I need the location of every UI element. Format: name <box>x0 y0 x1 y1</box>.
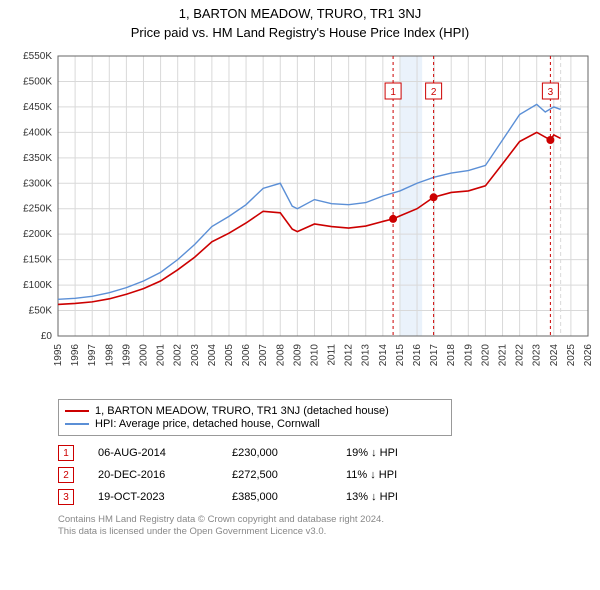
footer-line: Contains HM Land Registry data © Crown c… <box>58 514 600 526</box>
sale-date: 06-AUG-2014 <box>98 447 208 459</box>
x-tick-label: 2004 <box>207 344 218 367</box>
y-tick-label: £0 <box>41 331 53 342</box>
x-tick-label: 2019 <box>463 344 474 367</box>
x-tick-label: 2010 <box>309 344 320 367</box>
sale-price: £272,500 <box>232 469 322 481</box>
y-tick-label: £300K <box>23 178 52 189</box>
sale-date: 20-DEC-2016 <box>98 469 208 481</box>
sale-dot <box>430 193 438 201</box>
x-tick-label: 2000 <box>138 344 149 367</box>
y-tick-label: £250K <box>23 204 52 215</box>
x-tick-label: 1995 <box>53 344 64 367</box>
chart-subtitle: Price paid vs. HM Land Registry's House … <box>0 25 600 40</box>
sale-marker-label: 2 <box>431 87 437 98</box>
sale-number-box: 1 <box>58 445 74 461</box>
x-tick-label: 2001 <box>156 344 167 367</box>
x-tick-label: 2016 <box>412 344 423 367</box>
y-tick-label: £350K <box>23 153 52 164</box>
sale-price: £385,000 <box>232 491 322 503</box>
x-tick-label: 2006 <box>241 344 252 367</box>
x-tick-label: 2009 <box>292 344 303 367</box>
x-tick-label: 2015 <box>395 344 406 367</box>
x-tick-label: 2008 <box>275 344 286 367</box>
legend-label: HPI: Average price, detached house, Corn… <box>95 418 320 430</box>
chart-title: 1, BARTON MEADOW, TRURO, TR1 3NJ <box>0 6 600 21</box>
x-tick-label: 2020 <box>480 344 491 367</box>
y-tick-label: £150K <box>23 255 52 266</box>
y-tick-label: £450K <box>23 102 52 113</box>
x-tick-label: 1998 <box>104 344 115 367</box>
x-tick-label: 2017 <box>429 344 440 367</box>
sale-row: 3 19-OCT-2023 £385,000 13% ↓ HPI <box>58 486 518 508</box>
x-tick-label: 1996 <box>70 344 81 367</box>
chart-area: £0 £50K £100K £150K £200K £250K £300K £350K £400… <box>0 46 600 391</box>
x-tick-label: 1997 <box>87 344 98 367</box>
x-tick-label: 2003 <box>190 344 201 367</box>
x-tick-label: 2024 <box>549 344 560 367</box>
x-tick-label: 2007 <box>258 344 269 367</box>
footer-line: This data is licensed under the Open Gov… <box>58 526 600 538</box>
x-tick-label: 2012 <box>344 344 355 367</box>
legend-swatch <box>65 410 89 412</box>
sale-marker-label: 1 <box>390 87 396 98</box>
y-tick-label: £500K <box>23 76 52 87</box>
legend-swatch <box>65 423 89 425</box>
sales-table: 1 06-AUG-2014 £230,000 19% ↓ HPI 2 20-DEC-201… <box>58 442 518 508</box>
y-tick-label: £400K <box>23 127 52 138</box>
sale-number-box: 3 <box>58 489 74 505</box>
x-tick-label: 2005 <box>224 344 235 367</box>
x-tick-label: 2023 <box>532 344 543 367</box>
sale-marker-label: 3 <box>548 87 554 98</box>
y-tick-label: £50K <box>29 306 53 317</box>
x-tick-label: 1999 <box>121 344 132 367</box>
sale-number-box: 2 <box>58 467 74 483</box>
sale-date: 19-OCT-2023 <box>98 491 208 503</box>
legend-item: 1, BARTON MEADOW, TRURO, TR1 3NJ (detach… <box>65 405 445 417</box>
sale-hpi-diff: 11% ↓ HPI <box>346 469 456 481</box>
y-tick-label: £100K <box>23 280 52 291</box>
sale-dot <box>546 136 554 144</box>
x-tick-label: 2025 <box>566 344 577 367</box>
x-tick-label: 2026 <box>583 344 594 367</box>
sale-price: £230,000 <box>232 447 322 459</box>
line-chart: £0 £50K £100K £150K £200K £250K £300K £350K £400… <box>0 46 600 386</box>
chart-container: 1, BARTON MEADOW, TRURO, TR1 3NJ Price p… <box>0 6 600 539</box>
footer-attribution: Contains HM Land Registry data © Crown c… <box>58 514 600 539</box>
x-tick-label: 2021 <box>498 344 509 367</box>
sale-hpi-diff: 19% ↓ HPI <box>346 447 456 459</box>
legend-label: 1, BARTON MEADOW, TRURO, TR1 3NJ (detach… <box>95 405 389 417</box>
x-tick-label: 2022 <box>515 344 526 367</box>
sale-row: 2 20-DEC-2016 £272,500 11% ↓ HPI <box>58 464 518 486</box>
x-tick-label: 2002 <box>173 344 184 367</box>
x-tick-label: 2011 <box>327 344 338 366</box>
sale-hpi-diff: 13% ↓ HPI <box>346 491 456 503</box>
x-tick-label: 2014 <box>378 344 389 367</box>
legend-item: HPI: Average price, detached house, Corn… <box>65 418 445 430</box>
sale-dot <box>389 215 397 223</box>
y-tick-label: £200K <box>23 229 52 240</box>
y-tick-label: £550K <box>23 51 52 62</box>
x-tick-label: 2018 <box>446 344 457 367</box>
x-tick-label: 2013 <box>361 344 372 367</box>
sale-row: 1 06-AUG-2014 £230,000 19% ↓ HPI <box>58 442 518 464</box>
legend: 1, BARTON MEADOW, TRURO, TR1 3NJ (detach… <box>58 399 452 436</box>
